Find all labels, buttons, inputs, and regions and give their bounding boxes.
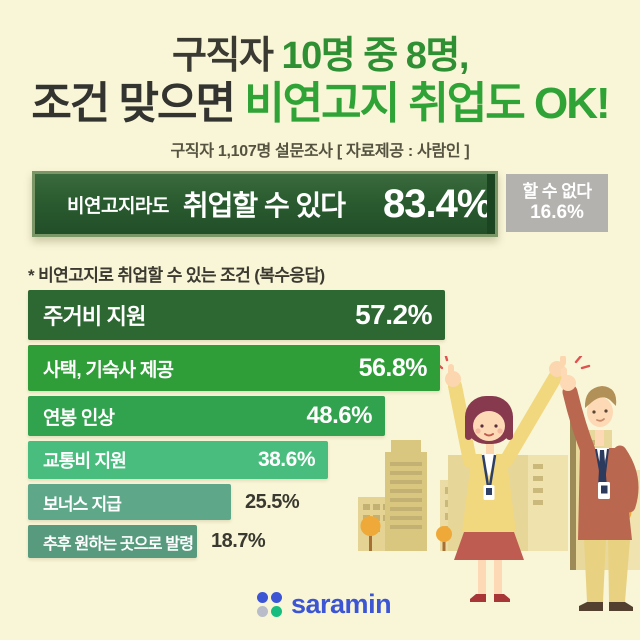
answer-yes-prefix: 비연고지라도 bbox=[67, 195, 169, 217]
condition-bar-5: 추후 원하는 곳으로 발령 bbox=[28, 525, 197, 558]
saramin-logo-wordmark: saramin bbox=[291, 589, 392, 619]
condition-bar-value: 25.5% bbox=[245, 490, 300, 513]
woman-illustration bbox=[445, 356, 566, 602]
condition-bar-label: 교통비 지원 bbox=[43, 451, 127, 471]
answer-no-box: 할 수 없다 16.6% bbox=[506, 174, 608, 232]
condition-bar-label: 추후 원하는 곳으로 발령 bbox=[43, 535, 194, 553]
condition-bar-value: 18.7% bbox=[211, 530, 266, 552]
page-title-line1: 구직자 10명 중 8명, bbox=[0, 24, 640, 79]
bar-row-3: 교통비 지원 38.6% bbox=[28, 441, 445, 479]
saramin-logo-dots-icon bbox=[257, 592, 282, 617]
condition-bar-0: 주거비 지원 57.2% bbox=[28, 290, 445, 340]
answer-yes-value: 83.4% bbox=[383, 181, 492, 226]
condition-bar-4: 보너스 지급 bbox=[28, 484, 231, 520]
title1-dark-text: 구직자 bbox=[172, 35, 282, 77]
condition-bar-value: 56.8% bbox=[358, 353, 428, 382]
title1-green-text: 10명 중 8명, bbox=[281, 35, 469, 77]
answer-no-value: 16.6% bbox=[530, 201, 584, 223]
condition-bar-value: 48.6% bbox=[306, 402, 372, 429]
condition-bar-1: 사택, 기숙사 제공 56.8% bbox=[28, 345, 440, 391]
answer-yes-ribbon: 비연고지라도 취업할 수 있다 83.4% bbox=[32, 171, 498, 237]
conditions-chart: 주거비 지원 57.2% 사택, 기숙사 제공 56.8% 연봉 인상 48.6% 교통비 … bbox=[28, 290, 445, 563]
sparkle-accent-icons bbox=[434, 356, 591, 370]
answer-yes-label: 취업할 수 있다 bbox=[182, 190, 346, 221]
saramin-logo: saramin bbox=[257, 589, 392, 619]
man-illustration bbox=[560, 367, 639, 611]
condition-bar-value: 57.2% bbox=[355, 299, 432, 330]
condition-bar-2: 연봉 인상 48.6% bbox=[28, 396, 385, 436]
conditions-chart-title: * 비연고지로 취업할 수 있는 조건 (복수응답) bbox=[28, 266, 325, 285]
bar-row-0: 주거비 지원 57.2% bbox=[28, 290, 445, 340]
bar-row-4: 보너스 지급 25.5% bbox=[28, 484, 445, 520]
celebrating-workers-illustration bbox=[358, 356, 640, 611]
page-title-line2: 조건 맞으면 비연고지 취업도 OK! bbox=[0, 67, 640, 131]
condition-bar-label: 연봉 인상 bbox=[43, 407, 115, 429]
condition-bar-label: 사택, 기숙사 제공 bbox=[43, 359, 174, 381]
answer-no-label: 할 수 없다 bbox=[522, 182, 592, 202]
survey-subtitle: 구직자 1,107명 설문조사 [ 자료제공 : 사람인 ] bbox=[170, 143, 470, 160]
title2-dark-text: 조건 맞으면 bbox=[31, 79, 245, 128]
condition-bar-label: 주거비 지원 bbox=[43, 304, 146, 329]
condition-bar-3: 교통비 지원 38.6% bbox=[28, 441, 328, 479]
condition-bar-value: 38.6% bbox=[257, 448, 316, 471]
bar-row-2: 연봉 인상 48.6% bbox=[28, 396, 445, 436]
bar-row-5: 추후 원하는 곳으로 발령 18.7% bbox=[28, 525, 445, 558]
condition-bar-label: 보너스 지급 bbox=[43, 494, 122, 514]
bar-row-1: 사택, 기숙사 제공 56.8% bbox=[28, 345, 445, 391]
title2-green-text: 비연고지 취업도 OK! bbox=[244, 79, 610, 128]
